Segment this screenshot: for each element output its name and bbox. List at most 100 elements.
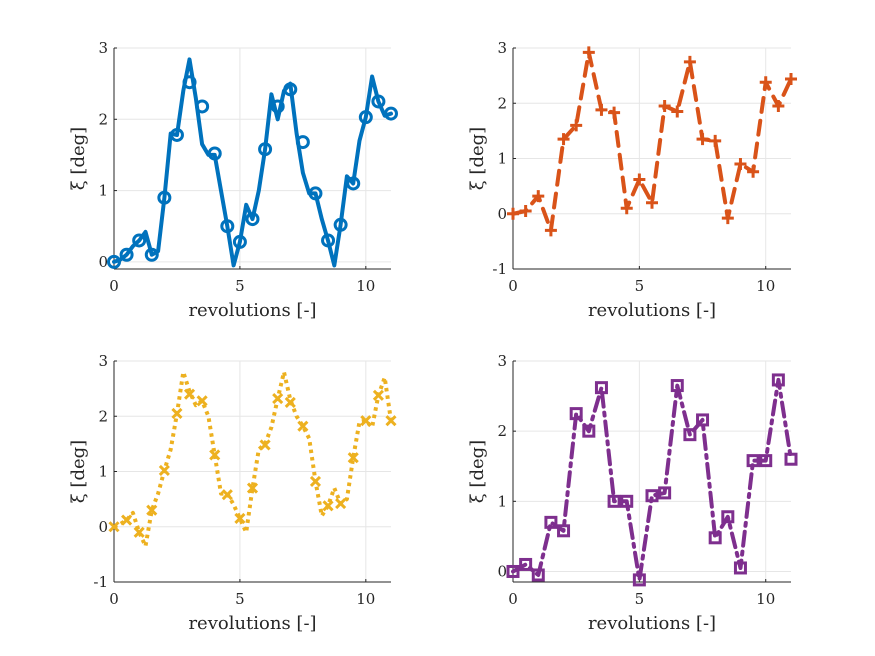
x-marker	[297, 420, 309, 432]
y-tick-label: 1	[98, 463, 108, 481]
y-tick-label: 3	[98, 39, 108, 57]
square-marker	[519, 557, 533, 571]
y-tick-label: 3	[98, 352, 108, 370]
plus-marker	[608, 106, 621, 119]
plus-marker	[772, 100, 785, 113]
plus-marker	[519, 204, 532, 217]
y-tick-label: 2	[98, 110, 108, 128]
circle-marker	[270, 99, 285, 114]
plus-marker	[671, 105, 684, 118]
x-marker	[385, 415, 397, 427]
circle-marker	[245, 212, 260, 227]
circle-marker	[169, 127, 184, 142]
plus-marker	[633, 173, 646, 186]
series-line	[511, 50, 793, 233]
x-tick-label: 10	[356, 277, 375, 295]
circle-marker	[321, 233, 336, 248]
circle-marker	[182, 75, 197, 90]
circle-marker	[283, 82, 298, 97]
circle-marker	[358, 110, 373, 125]
circle-marker	[132, 233, 147, 248]
y-tick-label: 1	[497, 492, 507, 510]
y-tick-label: 0	[497, 205, 507, 223]
x-marker	[133, 526, 145, 538]
series-line	[112, 57, 393, 268]
x-marker	[347, 452, 359, 464]
x-marker	[234, 512, 246, 525]
x-marker	[196, 395, 208, 407]
y-tick-label: 1	[497, 150, 507, 168]
x-tick-label: 0	[508, 277, 518, 295]
x-axis-label: revolutions [-]	[588, 613, 716, 634]
y-tick-label: 1	[98, 182, 108, 200]
square-marker	[531, 568, 545, 582]
circle-marker	[384, 106, 398, 121]
x-marker	[259, 439, 271, 451]
y-tick-label: -1	[93, 573, 108, 591]
square-marker	[771, 373, 785, 387]
square-marker	[784, 452, 798, 466]
circle-marker	[295, 135, 310, 150]
square-marker	[658, 486, 672, 500]
square-marker	[632, 573, 646, 587]
x-marker	[108, 521, 120, 533]
circle-marker	[207, 146, 222, 161]
x-marker	[372, 389, 384, 401]
x-axis-label: revolutions [-]	[188, 613, 316, 634]
square-marker	[721, 510, 735, 524]
x-marker	[272, 393, 284, 405]
plus-marker	[658, 100, 671, 113]
x-marker	[121, 514, 133, 526]
series-line	[511, 377, 793, 582]
x-marker	[322, 500, 334, 512]
x-tick-label: 10	[756, 277, 775, 295]
x-tick-label: 5	[635, 590, 645, 608]
square-marker	[607, 494, 621, 508]
x-tick-label: 0	[508, 590, 518, 608]
plus-marker	[582, 46, 595, 59]
y-tick-label: 2	[497, 422, 507, 440]
square-marker	[746, 454, 760, 468]
x-tick-label: 10	[756, 590, 775, 608]
square-marker	[708, 531, 722, 545]
circle-marker	[346, 176, 361, 191]
x-marker	[209, 449, 221, 461]
circle-marker	[220, 219, 235, 234]
square-marker	[506, 564, 520, 578]
x-tick-label: 5	[635, 277, 645, 295]
circle-marker	[157, 190, 172, 205]
plus-marker	[544, 224, 557, 237]
circle-marker	[258, 142, 273, 157]
x-marker	[158, 464, 170, 476]
square-marker	[569, 407, 583, 421]
x-marker	[309, 475, 322, 488]
y-tick-label: 0	[98, 518, 108, 536]
plus-marker	[785, 72, 797, 85]
plus-marker	[696, 133, 709, 146]
y-tick-label: 0	[98, 253, 108, 271]
y-axis-label: ξ [deg]	[68, 127, 89, 190]
square-marker	[620, 494, 634, 508]
square-marker	[582, 424, 596, 438]
x-axis-label: revolutions [-]	[588, 300, 716, 321]
circle-marker	[119, 247, 134, 262]
x-tick-label: 10	[356, 590, 375, 608]
x-marker	[183, 388, 196, 400]
square-marker	[544, 515, 558, 529]
x-marker	[221, 489, 233, 501]
plus-marker	[646, 196, 658, 209]
square-marker	[645, 489, 659, 503]
plus-marker	[557, 133, 570, 146]
square-marker	[557, 524, 571, 538]
x-axis-label: revolutions [-]	[188, 300, 316, 321]
circle-marker	[333, 217, 348, 232]
x-tick-label: 0	[109, 590, 119, 608]
subplot-top-left: 0 5 10 0 1 2 3 revolutions [-] ξ [deg]	[68, 39, 398, 321]
plus-marker	[620, 202, 633, 215]
y-tick-label: 2	[98, 407, 108, 425]
circle-marker	[371, 94, 386, 109]
plus-marker	[721, 212, 734, 225]
circle-marker	[232, 234, 247, 249]
